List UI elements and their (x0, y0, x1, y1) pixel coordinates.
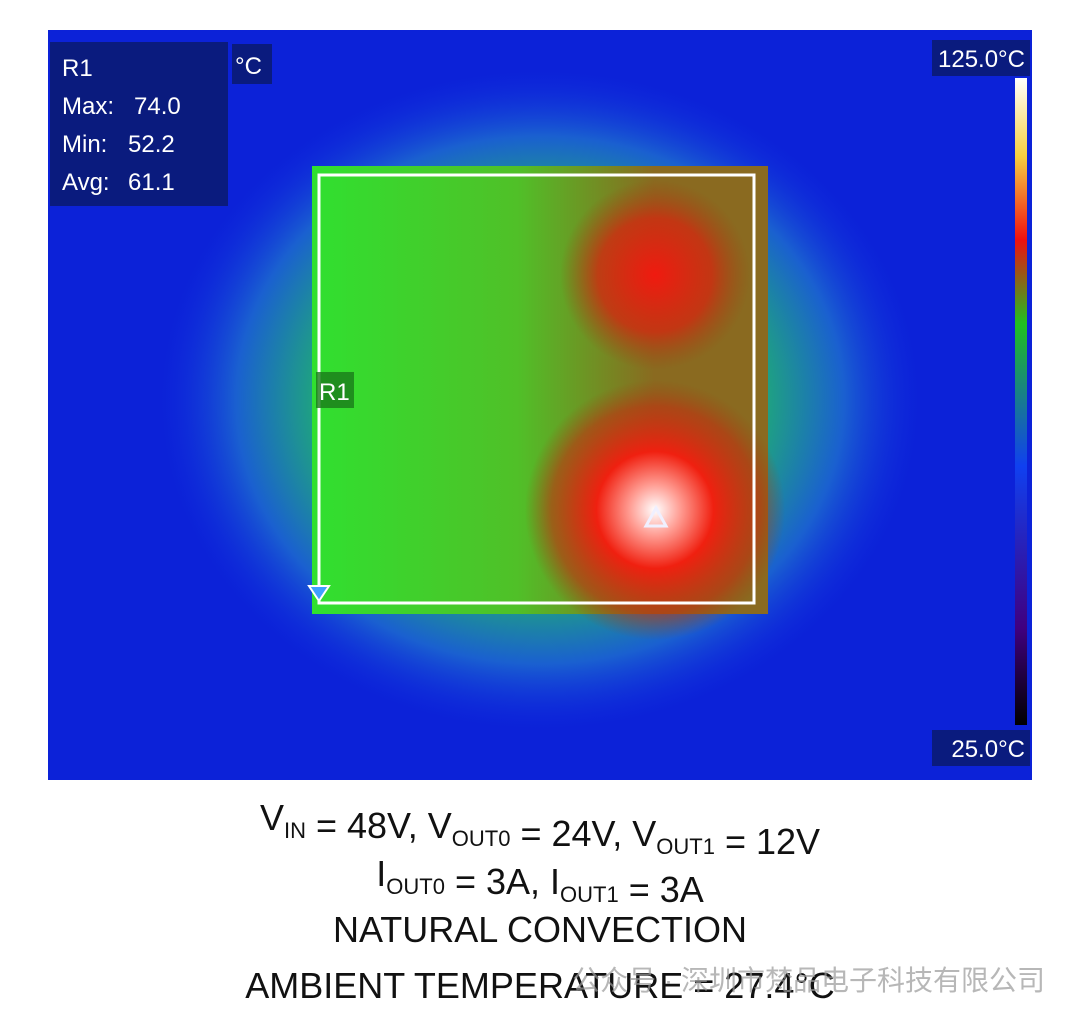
caption-text: I (376, 853, 386, 894)
hotspot (560, 180, 750, 370)
caption-line: NATURAL CONVECTION (333, 909, 747, 950)
scale-min-box (932, 730, 1030, 766)
stat-label: Avg: (62, 169, 110, 196)
roi-tag (316, 372, 354, 408)
stat-label: Min: (62, 131, 107, 158)
watermark: 公众号 · 深圳市梵品电子科技有限公司 (572, 965, 1045, 996)
stats-panel (50, 42, 228, 206)
scale-max: 125.0°C (938, 46, 1025, 73)
caption-text: = 3A, I (445, 861, 560, 902)
subscript: IN (284, 818, 306, 843)
caption-text: NATURAL CONVECTION (333, 909, 747, 950)
caption: VIN = 48V, VOUT0 = 24V, VOUT1 = 12VIOUT0… (245, 797, 835, 1006)
min-marker (307, 585, 331, 603)
roi-label: R1 (319, 379, 350, 406)
scale-max-box (932, 40, 1030, 76)
thermal-image: R1 R1 Max: 74.0 Min: 52.2 Avg: 61.1 °C 125.0°… (48, 30, 1032, 780)
caption-text: = 48V, V (306, 805, 452, 846)
stat-value: 74.0 (134, 93, 181, 120)
subscript: OUT0 (452, 826, 511, 851)
caption-text: = 3A (619, 869, 704, 910)
max-marker (643, 504, 669, 528)
stat-value: 61.1 (128, 169, 175, 196)
caption-text: AMBIENT TEMPERATURE = 27.4°C (245, 965, 835, 1006)
color-scale (1015, 78, 1027, 725)
caption-text: V (260, 797, 284, 838)
caption-line: AMBIENT TEMPERATURE = 27.4°C (245, 965, 835, 1006)
stat-value: 52.2 (128, 131, 175, 158)
unit: °C (235, 53, 262, 80)
stat-label: Max: (62, 93, 114, 120)
region-name: R1 (62, 55, 93, 82)
subscript: OUT0 (386, 874, 445, 899)
subscript: OUT1 (560, 882, 619, 907)
subscript: OUT1 (656, 834, 715, 859)
caption-text: = 24V, V (510, 813, 656, 854)
caption-line: VIN = 48V, VOUT0 = 24V, VOUT1 = 12V (260, 797, 820, 862)
scale-min: 25.0°C (951, 736, 1025, 763)
unit-box (232, 44, 272, 84)
caption-text: = 12V (715, 821, 820, 862)
caption-line: IOUT0 = 3A, IOUT1 = 3A (376, 853, 704, 910)
